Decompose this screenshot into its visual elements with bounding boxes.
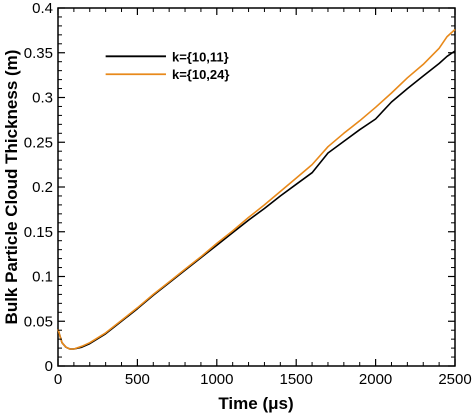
x-axis-title: Time (μs) [218,394,293,413]
y-axis: 0 0.05 0.1 0.15 0.2 0.25 0.3 0.35 0.4 [24,0,455,375]
plot-frame [57,7,456,367]
legend-label-0: k={10,11} [172,49,229,64]
x-axis: 0 500 1000 1500 2000 2500 [54,8,472,388]
y-tick-label: 0.2 [32,179,53,196]
y-tick-label: 0.25 [24,134,53,151]
series-line-0 [57,50,456,350]
y-axis-title: Bulk Particle Cloud Thickness (m) [2,50,21,325]
x-tick-label: 2500 [438,371,471,388]
series-line-1 [57,28,456,350]
x-tick-label: 0 [54,371,62,388]
y-tick-label: 0.3 [32,90,53,107]
y-tick-label: 0.4 [32,0,53,17]
series-layer [57,28,456,350]
x-tick-label: 1500 [280,371,313,388]
plot-area [57,7,456,367]
y-tick-label: 0.05 [24,313,53,330]
x-tick-label: 1000 [200,371,233,388]
legend: k={10,11} k={10,24} [105,49,229,82]
y-tick-label: 0.15 [24,224,53,241]
y-tick-label: 0.1 [32,269,53,286]
x-tick-label: 500 [125,371,150,388]
y-tick-label: 0 [45,358,53,375]
legend-label-1: k={10,24} [172,67,229,82]
x-tick-label: 2000 [359,371,392,388]
y-tick-label: 0.35 [24,45,53,62]
